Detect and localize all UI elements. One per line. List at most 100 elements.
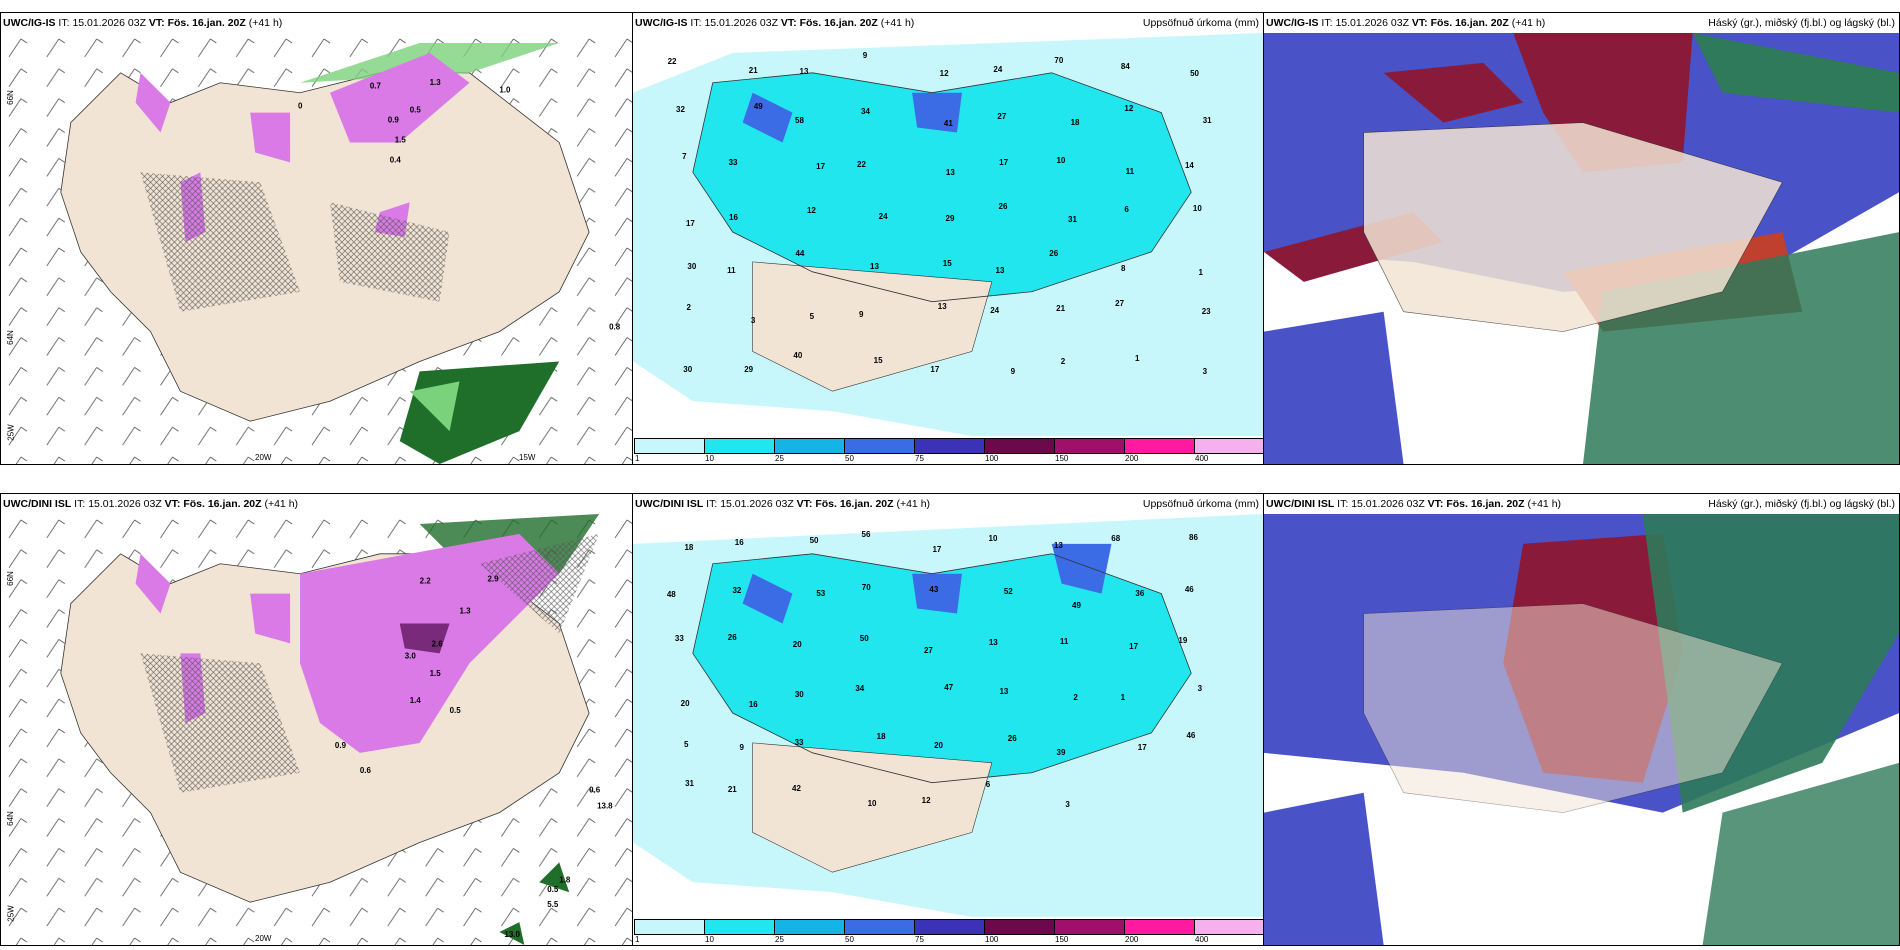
precip-value: 50	[1190, 68, 1200, 78]
precip-value: 68	[1111, 534, 1121, 544]
precip-value: 86	[1189, 533, 1198, 543]
precip-value: 20	[680, 698, 690, 708]
panel-dini-precip: UWC/DINI ISL IT: 15.01.2026 03Z VT: Fös.…	[632, 493, 1264, 946]
precip-value: 3	[750, 316, 756, 326]
snow-value: 0.6	[360, 766, 372, 775]
colorbar-tick: 25	[775, 935, 784, 944]
precip-value: 13	[937, 301, 947, 311]
precip-value: 22	[857, 160, 866, 170]
precip-value: 30	[683, 364, 693, 374]
colorbar-swatch	[704, 919, 775, 935]
model-name: UWC/DINI ISL	[635, 498, 704, 510]
snow-value: 13.0	[504, 930, 520, 939]
precip-value: 12	[806, 206, 816, 216]
precip-value: 17	[1137, 742, 1147, 752]
precip-value: 30	[687, 261, 697, 271]
precip-value: 22	[667, 56, 677, 66]
snow-value: 0.7	[370, 82, 382, 91]
map-area	[1264, 514, 1899, 945]
precip-value: 70	[861, 583, 871, 593]
snow-value: 0	[298, 102, 303, 111]
colorbar-tick: 10	[705, 935, 714, 944]
colorbar-tick: 50	[845, 935, 854, 944]
init-time: 15.01.2026 03Z	[72, 17, 146, 29]
precip-value: 50	[809, 535, 819, 545]
snow-value: 2.6	[432, 639, 444, 648]
precip-value: 19	[1178, 635, 1188, 645]
precip-value: 31	[1068, 214, 1077, 224]
colorbar-tick: 100	[985, 935, 999, 944]
model-name: UWC/DINI ISL	[1266, 498, 1335, 510]
precip-value: 13	[988, 638, 998, 648]
precip-value: 24	[993, 64, 1003, 74]
valid-time: Fös. 16.jan. 20Z	[815, 498, 894, 510]
precip-value: 41	[943, 119, 953, 129]
init-time: 15.01.2026 03Z	[1351, 498, 1425, 510]
colorbar-swatch	[984, 438, 1055, 454]
precip-value: 42	[792, 784, 801, 794]
precip-value: 1	[1198, 267, 1203, 277]
precip-value: 13	[799, 67, 809, 77]
precip-value: 3	[1202, 367, 1208, 377]
precip-value: 16	[734, 537, 744, 547]
precip-value: 52	[1003, 587, 1013, 597]
colorbar-swatch	[634, 919, 705, 935]
panel-ig-precip: UWC/IG-IS IT: 15.01.2026 03Z VT: Fös. 16…	[632, 12, 1264, 465]
precip-value: 27	[997, 112, 1007, 122]
colorbar-swatch	[914, 919, 985, 935]
precip-value: 10	[1056, 156, 1066, 166]
colorbar-swatch	[844, 919, 915, 935]
lead-time: (+41 h)	[1511, 17, 1546, 29]
precip-value: 10	[988, 534, 998, 544]
precip-value: 11	[727, 265, 736, 275]
precip-value: 6	[1124, 205, 1129, 215]
precip-value: 9	[862, 51, 868, 61]
snow-value: 1.4	[410, 696, 422, 705]
snow-value: 3.0	[405, 651, 417, 660]
panel-header: UWC/IG-IS IT: 15.01.2026 03Z VT: Fös. 16…	[3, 17, 283, 29]
panel-title: Háský (gr.), miðský (fj.bl.) og lágský (…	[1708, 17, 1895, 29]
precip-value: 21	[727, 784, 737, 794]
snow-value: 2.9	[487, 575, 499, 584]
precip-value: 50	[859, 634, 869, 644]
precip-value: 32	[676, 105, 685, 115]
colorbar-swatch	[1124, 438, 1195, 454]
precip-value: 31	[685, 779, 694, 789]
panel-header: UWC/DINI ISL IT: 15.01.2026 03Z VT: Fös.…	[1264, 494, 1899, 514]
precip-value: 23	[1201, 307, 1211, 317]
colorbar-swatch	[774, 919, 845, 935]
valid-time: Fös. 16.jan. 20Z	[183, 498, 262, 510]
precip-value: 11	[1059, 636, 1069, 646]
snow-value: 0.8	[609, 323, 621, 332]
model-name: UWC/IG-IS	[1266, 17, 1319, 29]
precip-value: 47	[944, 683, 954, 693]
snow-value: 1.3	[430, 78, 442, 87]
precip-value: 18	[1070, 117, 1080, 127]
precip-value: 49	[1072, 600, 1081, 610]
lat-label: 64N	[5, 811, 15, 826]
precip-value: 43	[929, 585, 939, 595]
valid-time: Fös. 16.jan. 20Z	[167, 17, 246, 29]
precip-value: 16	[748, 700, 758, 710]
lat-label: 64N	[5, 330, 15, 345]
precip-value: 2	[1060, 356, 1066, 366]
precip-value: 13	[995, 265, 1005, 275]
precip-value: 13	[999, 687, 1009, 697]
colorbar-tick: 75	[915, 454, 924, 463]
precip-value: 48	[666, 589, 676, 599]
precip-value: 49	[753, 102, 763, 112]
precip-value: 24	[990, 306, 1000, 316]
lon-label: 25W	[6, 905, 16, 922]
precip-value: 32	[732, 586, 742, 596]
colorbar-tick: 50	[845, 454, 854, 463]
precip-value: 1	[1120, 693, 1126, 703]
panel-header: UWC/IG-IS IT: 15.01.2026 03Z VT: Fös. 16…	[1264, 13, 1899, 33]
valid-time: Fös. 16.jan. 20Z	[1446, 498, 1525, 510]
colorbar-tick: 150	[1055, 935, 1069, 944]
precip-value: 13	[1053, 540, 1063, 550]
colorbar-tick: 150	[1055, 454, 1069, 463]
map-area: 22 21 13 9 12 24 70 84 50 32 49 58 34 41 27 18 12 31 7 33 17…	[633, 33, 1263, 436]
precip-value: 56	[861, 529, 871, 539]
panel-dini-snow: UWC/DINI ISL IT: 15.01.2026 03Z VT: Fös.…	[0, 493, 633, 946]
init-time: 15.01.2026 03Z	[704, 17, 778, 29]
